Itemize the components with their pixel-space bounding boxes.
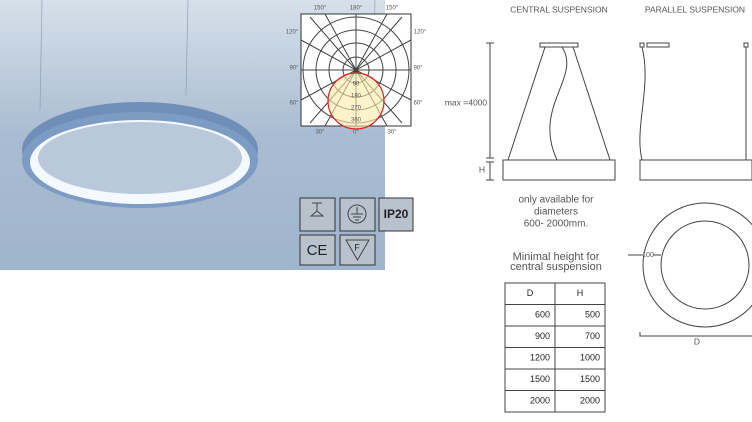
availability-line: diameters bbox=[534, 207, 578, 218]
radial-label: 90 bbox=[353, 82, 360, 88]
polar-labels: 150° 180° 150° 120° 120° 90° 90° 60° 60° 30° 0° 30°… bbox=[286, 6, 427, 136]
minimal-height-line: Minimal height for bbox=[513, 251, 600, 263]
angle-label: 60° bbox=[413, 101, 423, 107]
table-cell: 700 bbox=[585, 331, 600, 341]
ring-width: 100 bbox=[642, 252, 654, 259]
availability-line: only available for bbox=[518, 195, 594, 206]
table-cell: 2000 bbox=[530, 396, 550, 406]
angle-label: 150° bbox=[386, 6, 399, 12]
polar-diagram bbox=[300, 13, 412, 130]
table-cell: 1500 bbox=[530, 374, 550, 384]
angle-label: 30° bbox=[315, 130, 325, 136]
suspension-drawings: CENTRAL SUSPENSION PARALLEL SUSPENSION m… bbox=[445, 4, 752, 346]
radial-label: 270 bbox=[351, 106, 362, 112]
ip-rating: IP20 bbox=[384, 207, 409, 221]
table-header: D bbox=[527, 288, 534, 298]
height-table: D H 600 500 900 700 1200 1000 1500 1500 2000 2000 bbox=[504, 282, 606, 413]
availability-line: 600- 2000mm. bbox=[524, 219, 588, 230]
table-cell: 1000 bbox=[580, 353, 600, 363]
max-height: max =4000 bbox=[445, 97, 488, 107]
table-header: H bbox=[577, 288, 584, 298]
angle-label: 90° bbox=[289, 66, 299, 72]
certification-icons: IP20 CE F bbox=[299, 197, 414, 266]
table-cell: 2000 bbox=[580, 396, 600, 406]
angle-label: 90° bbox=[413, 66, 423, 72]
table-cell: 1500 bbox=[580, 374, 600, 384]
f-mark: F bbox=[354, 242, 360, 252]
angle-label: 180° bbox=[350, 6, 363, 12]
angle-label: 120° bbox=[286, 30, 299, 36]
central-title: CENTRAL SUSPENSION bbox=[510, 4, 607, 14]
radial-label: 360 bbox=[351, 118, 362, 124]
parallel-title: PARALLEL SUSPENSION bbox=[645, 4, 745, 14]
angle-label: 120° bbox=[414, 30, 427, 36]
ce-mark: CE bbox=[307, 242, 328, 259]
radial-label: 180 bbox=[351, 94, 362, 100]
table-cell: 600 bbox=[535, 310, 550, 320]
angle-label: 30° bbox=[387, 130, 397, 136]
angle-label: 150° bbox=[314, 6, 327, 12]
d-label: D bbox=[694, 336, 700, 346]
table-cell: 900 bbox=[535, 331, 550, 341]
h-label: H bbox=[479, 164, 485, 174]
angle-label: 60° bbox=[289, 101, 299, 107]
minimal-height-line: central suspension bbox=[510, 261, 602, 273]
angle-label: 0° bbox=[353, 130, 359, 136]
table-cell: 1200 bbox=[530, 353, 550, 363]
notes: only available for diameters 600- 2000mm… bbox=[510, 195, 602, 273]
table-cell: 500 bbox=[585, 310, 600, 320]
